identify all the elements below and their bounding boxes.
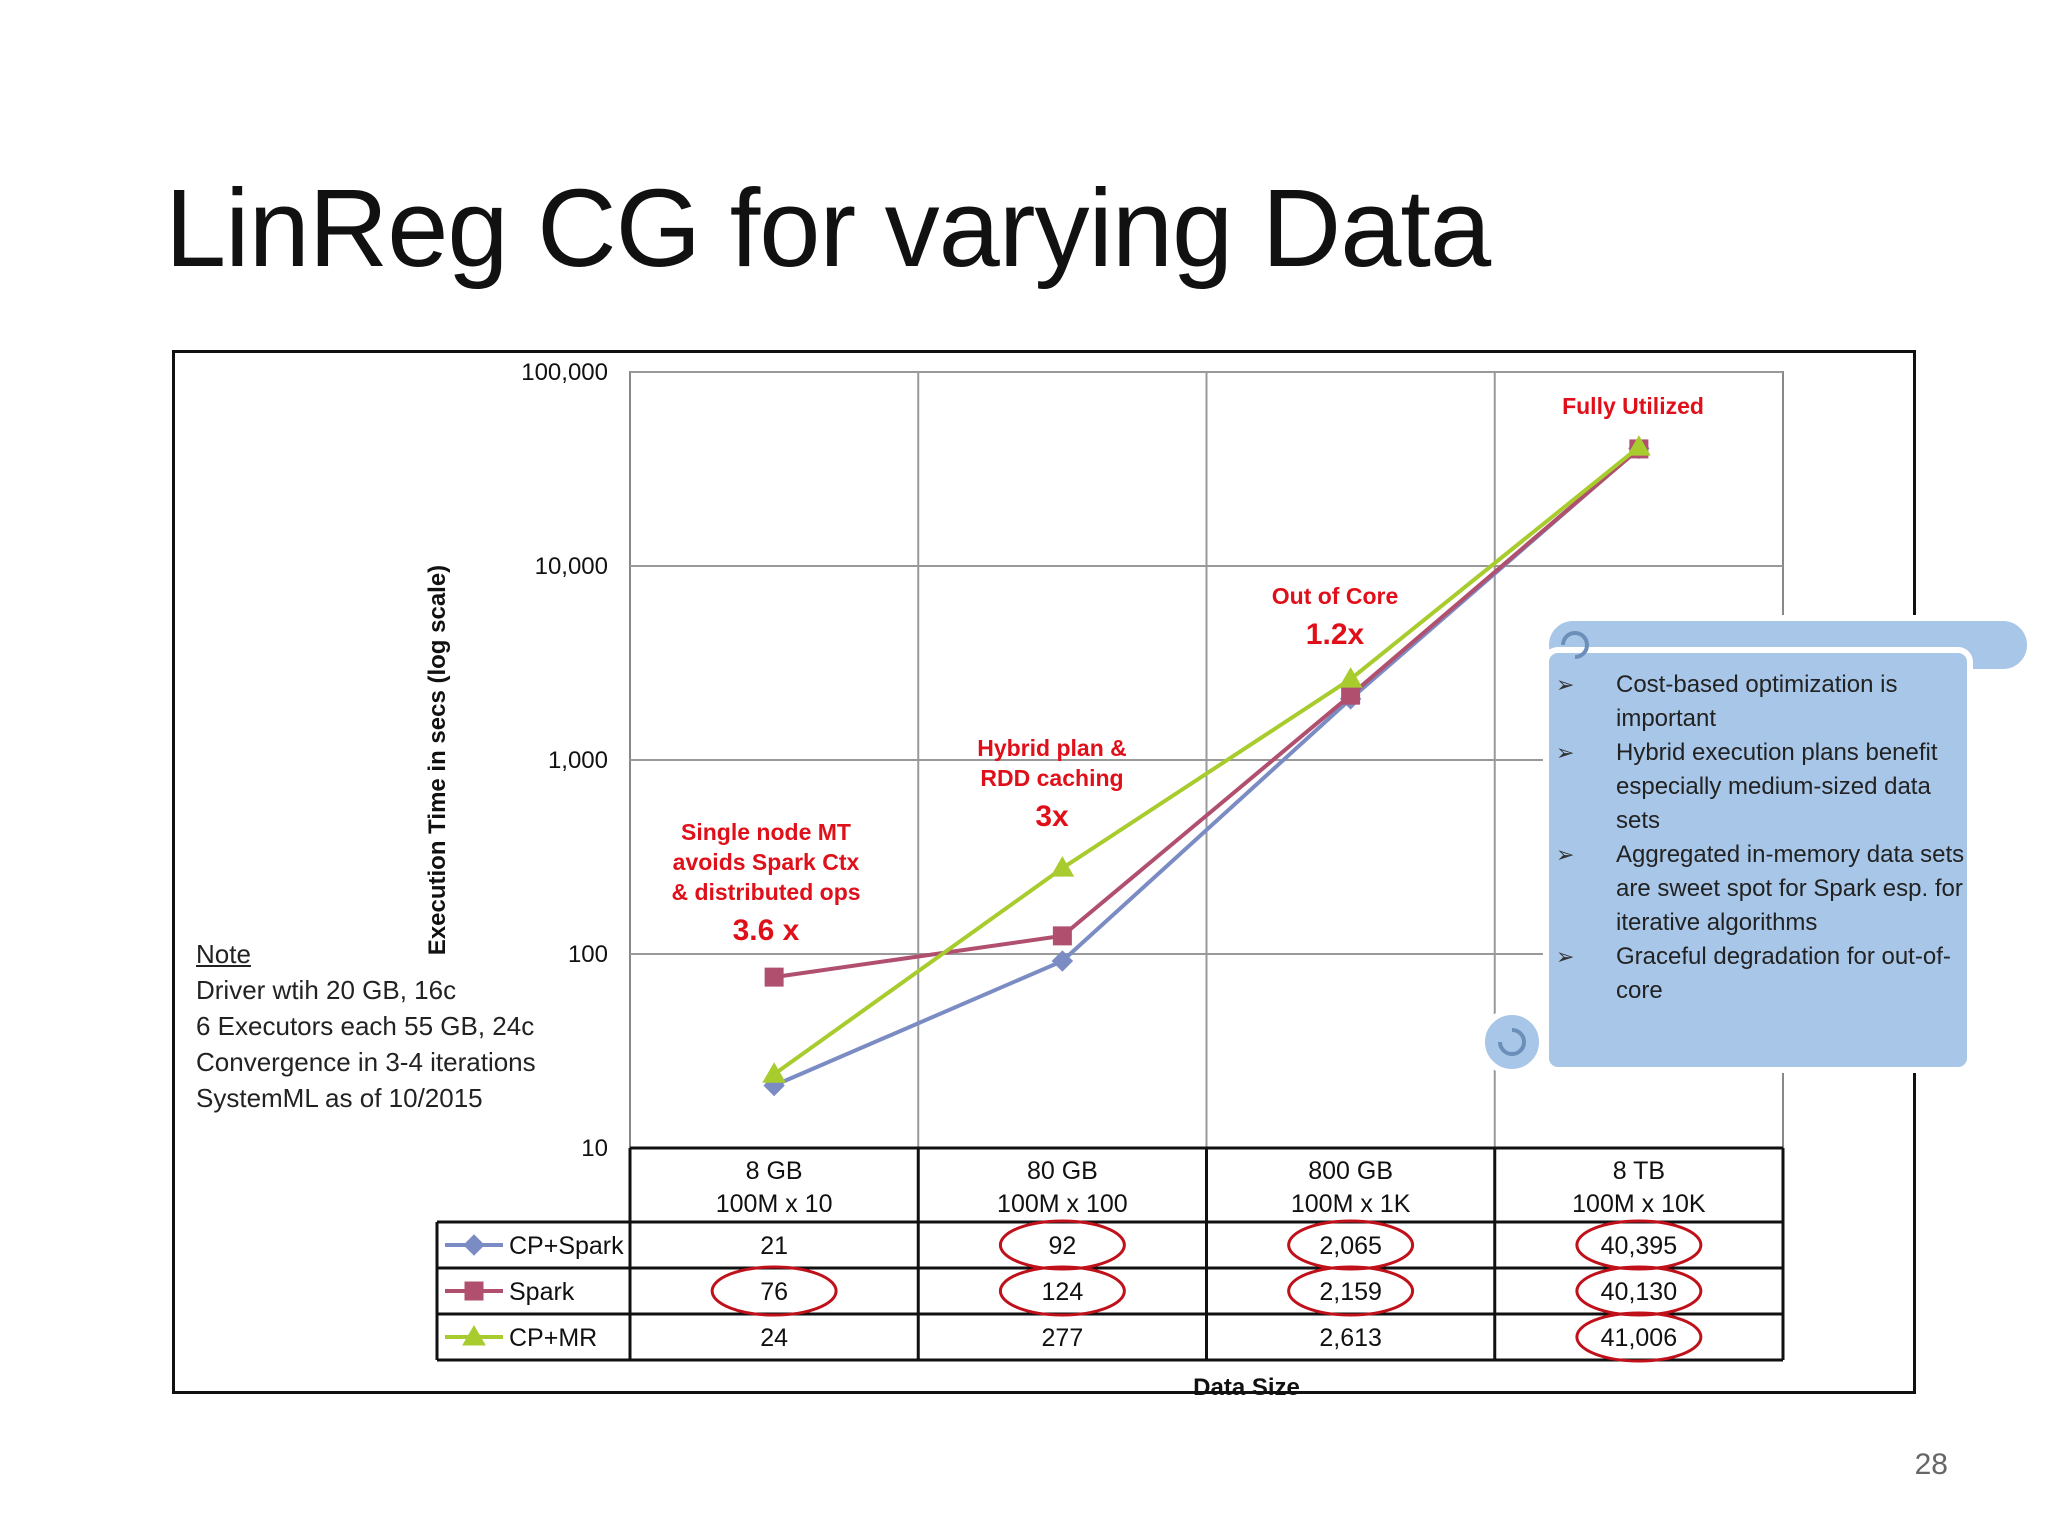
y-tick-label: 10,000 <box>535 553 608 580</box>
table-value: 2,159 <box>1319 1278 1382 1306</box>
note-title: Note <box>196 939 251 969</box>
y-tick-label: 1,000 <box>548 747 608 774</box>
x-category-sublabel: 100M x 100 <box>997 1190 1128 1218</box>
annotation-highlight: 3.6 x <box>733 914 800 947</box>
legend-marker <box>464 1281 484 1301</box>
highlight-circle <box>1575 1219 1703 1271</box>
callout-text: Cost-based optimization is important Hyb… <box>1556 668 1976 1008</box>
annotation-text: Fully Utilized <box>1562 393 1704 419</box>
highlight-circle <box>998 1265 1126 1317</box>
data-point <box>1052 926 1072 946</box>
callout-bullet: Aggregated in-memory data sets are sweet… <box>1556 838 1976 940</box>
data-point <box>764 967 784 987</box>
data-point <box>1341 685 1361 705</box>
legend-marker <box>463 1234 485 1256</box>
table-value: 41,006 <box>1601 1324 1677 1352</box>
highlight-circle <box>1287 1265 1415 1317</box>
data-point <box>1338 667 1363 688</box>
series-line-spark <box>773 447 1641 980</box>
table-value: 2,065 <box>1319 1232 1382 1260</box>
highlight-circle <box>998 1219 1126 1271</box>
highlight-circle <box>710 1265 838 1317</box>
legend-label: CP+Spark <box>509 1232 624 1260</box>
callout-scroll-curl <box>1479 1009 1545 1075</box>
annotation-highlight: 1.2x <box>1306 618 1365 651</box>
callout-bullet: Hybrid execution plans benefit especiall… <box>1556 736 1976 838</box>
annotation-text: Single node MT <box>681 819 851 845</box>
highlight-circle <box>1287 1219 1415 1271</box>
annotation-text: Out of Core <box>1272 583 1399 609</box>
page-number: 28 <box>1914 1448 1948 1481</box>
y-tick-label: 10 <box>581 1135 608 1162</box>
y-tick-label: 100 <box>568 941 608 968</box>
x-category-label: 8 GB <box>746 1157 803 1185</box>
note-line: SystemML as of 10/2015 <box>196 1083 483 1113</box>
data-point <box>1051 950 1074 972</box>
y-axis-label: Execution Time in secs (log scale) <box>424 565 451 955</box>
slide-title: LinReg CG for varying Data <box>165 167 1491 290</box>
table-value: 40,130 <box>1601 1278 1677 1306</box>
note-line: Driver wtih 20 GB, 16c <box>196 975 457 1005</box>
data-point <box>1627 435 1651 456</box>
callout-curl-line <box>1561 631 1589 659</box>
table-value: 124 <box>1042 1278 1084 1306</box>
table-value: 24 <box>760 1324 788 1352</box>
x-axis-label: Data Size <box>1193 1374 1300 1401</box>
callout-curl-line <box>1498 1028 1526 1056</box>
annotation-text: Hybrid plan & <box>977 735 1127 761</box>
legend-label: CP+MR <box>509 1324 597 1352</box>
note-box: Note Driver wtih 20 GB, 16c 6 Executors … <box>196 936 536 1116</box>
x-category-sublabel: 100M x 1K <box>1291 1190 1411 1218</box>
x-category-sublabel: 100M x 10K <box>1572 1190 1706 1218</box>
data-point <box>762 1062 786 1083</box>
x-category-sublabel: 100M x 10 <box>716 1190 833 1218</box>
x-category-label: 800 GB <box>1308 1157 1393 1185</box>
annotation-text: RDD caching <box>980 765 1123 791</box>
table-value: 76 <box>760 1278 788 1306</box>
table-value: 40,395 <box>1601 1232 1677 1260</box>
table-value: 21 <box>760 1232 788 1260</box>
highlight-circle <box>1575 1311 1703 1363</box>
note-line: Convergence in 3-4 iterations <box>196 1047 536 1077</box>
annotation-text: avoids Spark Ctx <box>673 849 860 875</box>
data-point <box>1050 856 1075 877</box>
note-line: 6 Executors each 55 GB, 24c <box>196 1011 535 1041</box>
callout-bullet: Graceful degradation for out-of-core <box>1556 940 1976 1008</box>
callout-bullet: Cost-based optimization is important <box>1556 668 1976 736</box>
legend-label: Spark <box>509 1278 575 1306</box>
x-category-label: 8 TB <box>1613 1157 1665 1185</box>
y-tick-label: 100,000 <box>521 359 608 386</box>
annotation-text: & distributed ops <box>671 879 860 905</box>
table-value: 92 <box>1048 1232 1076 1260</box>
table-value: 2,613 <box>1319 1324 1382 1352</box>
highlight-circle <box>1575 1265 1703 1317</box>
x-category-label: 80 GB <box>1027 1157 1098 1185</box>
annotation-highlight: 3x <box>1035 800 1069 833</box>
legend-marker <box>462 1325 486 1346</box>
series-line-cp-mr <box>772 445 1641 1076</box>
table-value: 277 <box>1042 1324 1084 1352</box>
